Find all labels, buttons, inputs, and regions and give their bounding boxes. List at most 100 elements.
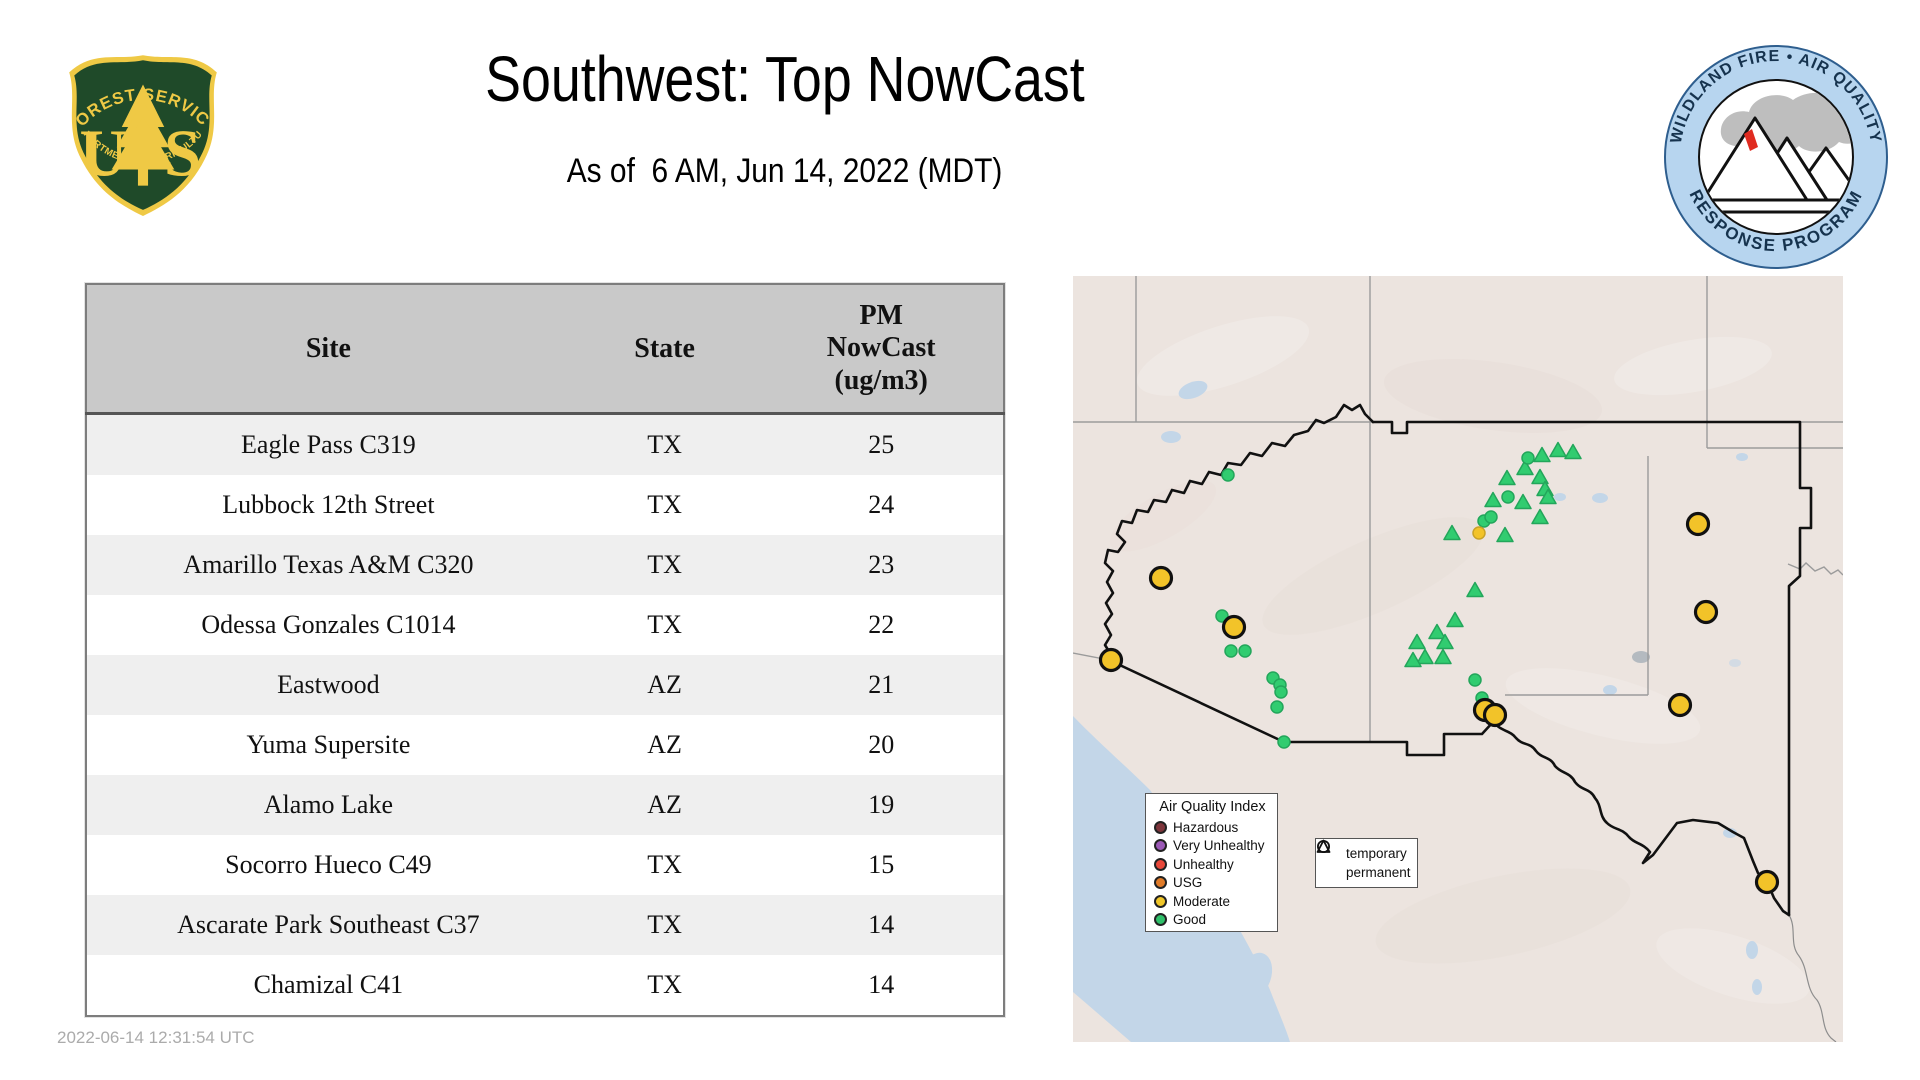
markers-moderate-small bbox=[1472, 526, 1486, 540]
pm-cell: 24 bbox=[759, 475, 1004, 535]
good-permanent-marker bbox=[1484, 491, 1502, 508]
wfaqrp-logo: WILDLAND FIRE • AIR QUALITY RESPONSE PRO… bbox=[1660, 42, 1892, 272]
state-cell: TX bbox=[569, 955, 760, 1016]
state-borders bbox=[1073, 276, 1843, 742]
good-temporary-marker bbox=[1221, 468, 1235, 482]
page-title-text: Southwest: Top NowCast bbox=[485, 43, 1085, 115]
good-temporary-marker bbox=[1270, 700, 1284, 714]
good-temporary-marker bbox=[1484, 510, 1498, 524]
table-row: Ascarate Park Southeast C37 TX 14 bbox=[86, 895, 1004, 955]
good-permanent-marker bbox=[1428, 623, 1446, 640]
site-cell: Lubbock 12th Street bbox=[86, 475, 570, 535]
site-cell: Ascarate Park Southeast C37 bbox=[86, 895, 570, 955]
site-cell: Socorro Hueco C49 bbox=[86, 835, 570, 895]
aqi-legend-items: Hazardous Very Unhealthy Unhealthy USG Moder… bbox=[1154, 818, 1277, 929]
moderate-temporary-marker bbox=[1693, 599, 1719, 625]
good-permanent-marker bbox=[1434, 648, 1452, 665]
column-header-site: Site bbox=[86, 284, 570, 415]
aqi-legend-title: Air Quality Index bbox=[1159, 799, 1266, 815]
usfs-monogram-s: S bbox=[164, 118, 201, 191]
good-permanent-marker bbox=[1408, 633, 1426, 650]
table-row: Odessa Gonzales C1014 TX 22 bbox=[86, 595, 1004, 655]
pm-cell: 21 bbox=[759, 655, 1004, 715]
state-cell: AZ bbox=[569, 715, 760, 775]
table-row: Socorro Hueco C49 TX 15 bbox=[86, 835, 1004, 895]
good-permanent-marker bbox=[1514, 493, 1532, 510]
table-row: Lubbock 12th Street TX 24 bbox=[86, 475, 1004, 535]
state-cell: TX bbox=[569, 535, 760, 595]
marker-legend-label: temporary bbox=[1346, 846, 1407, 861]
aqi-color-swatch bbox=[1154, 857, 1167, 871]
aqi-legend-label: Unhealthy bbox=[1173, 856, 1234, 872]
good-permanent-marker bbox=[1496, 526, 1514, 543]
good-permanent-marker bbox=[1531, 508, 1549, 525]
good-permanent-marker bbox=[1498, 469, 1516, 486]
state-cell: TX bbox=[569, 595, 760, 655]
state-cell: AZ bbox=[569, 655, 760, 715]
state-cell: AZ bbox=[569, 775, 760, 835]
moderate-temporary-marker bbox=[1221, 614, 1247, 640]
aqi-legend-label: Moderate bbox=[1173, 893, 1231, 909]
moderate-temporary-marker bbox=[1148, 565, 1174, 591]
moderate-temporary-marker bbox=[1098, 647, 1124, 673]
aqi-legend-label: Good bbox=[1173, 912, 1207, 928]
state-cell: TX bbox=[569, 475, 760, 535]
good-permanent-marker bbox=[1564, 443, 1582, 460]
table-row: Alamo Lake AZ 19 bbox=[86, 775, 1004, 835]
markers-good-triangles bbox=[1404, 441, 1582, 668]
good-permanent-marker bbox=[1443, 524, 1461, 541]
column-header-pm: PM NowCast (ug/m3) bbox=[759, 284, 1004, 415]
aqi-color-swatch bbox=[1154, 913, 1167, 927]
aqi-legend-label: Very Unhealthy bbox=[1173, 838, 1265, 854]
page-subtitle-text: As of 6 AM, Jun 14, 2022 (MDT) bbox=[567, 152, 1003, 190]
flame-icon bbox=[1744, 129, 1758, 151]
good-permanent-marker bbox=[1516, 459, 1534, 476]
pm-cell: 23 bbox=[759, 535, 1004, 595]
aqi-color-swatch bbox=[1154, 894, 1167, 908]
good-permanent-marker bbox=[1416, 648, 1434, 665]
aqi-legend-item: Very Unhealthy bbox=[1154, 837, 1277, 856]
pm-cell: 22 bbox=[759, 595, 1004, 655]
site-cell: Yuma Supersite bbox=[86, 715, 570, 775]
table-body: Eagle Pass C319 TX 25 Lubbock 12th Street TX… bbox=[86, 413, 1004, 1016]
terrain-shading bbox=[1109, 316, 1810, 1004]
moderate-temporary-marker bbox=[1754, 869, 1780, 895]
markers-moderate-large bbox=[1098, 511, 1780, 895]
table-row: Eastwood AZ 21 bbox=[86, 655, 1004, 715]
table-row: Yuma Supersite AZ 20 bbox=[86, 715, 1004, 775]
good-permanent-marker bbox=[1549, 441, 1567, 458]
aqi-legend-item: USG bbox=[1154, 874, 1277, 893]
good-permanent-marker bbox=[1466, 581, 1484, 598]
good-permanent-marker bbox=[1539, 488, 1557, 505]
aqi-color-swatch bbox=[1154, 876, 1167, 890]
aqi-legend-item: Good bbox=[1154, 911, 1277, 930]
site-cell: Eastwood bbox=[86, 655, 570, 715]
site-cell: Eagle Pass C319 bbox=[86, 413, 570, 475]
generation-timestamp: 2022-06-14 12:31:54 UTC bbox=[57, 1028, 255, 1047]
good-permanent-marker bbox=[1533, 446, 1551, 463]
page-title: Southwest: Top NowCast bbox=[85, 42, 1485, 116]
state-cell: TX bbox=[569, 895, 760, 955]
site-cell: Odessa Gonzales C1014 bbox=[86, 595, 570, 655]
mountains-icon bbox=[1701, 116, 1852, 202]
moderate-temporary-marker bbox=[1667, 692, 1693, 718]
gacc-boundary bbox=[1103, 403, 1813, 917]
aqi-legend-item: Hazardous bbox=[1154, 818, 1277, 837]
column-header-state: State bbox=[569, 284, 760, 415]
table-row: Amarillo Texas A&M C320 TX 23 bbox=[86, 535, 1004, 595]
state-cell: TX bbox=[569, 413, 760, 475]
good-temporary-marker bbox=[1468, 673, 1482, 687]
good-permanent-marker bbox=[1404, 651, 1422, 668]
aqi-legend: Air Quality Index Hazardous Very Unhealth… bbox=[1145, 793, 1278, 932]
wfaqrp-logo-icon: WILDLAND FIRE • AIR QUALITY RESPONSE PRO… bbox=[1664, 45, 1888, 269]
moderate-small-marker bbox=[1472, 526, 1486, 540]
aqi-color-swatch bbox=[1154, 820, 1167, 834]
good-permanent-marker bbox=[1531, 468, 1549, 485]
aqi-map: Air Quality Index Hazardous Very Unhealth… bbox=[1073, 276, 1843, 1042]
good-temporary-marker bbox=[1224, 644, 1238, 658]
state-cell: TX bbox=[569, 835, 760, 895]
pm-cell: 15 bbox=[759, 835, 1004, 895]
marker-legend-temporary: temporary bbox=[1317, 840, 1417, 863]
table-row: Eagle Pass C319 TX 25 bbox=[86, 413, 1004, 475]
